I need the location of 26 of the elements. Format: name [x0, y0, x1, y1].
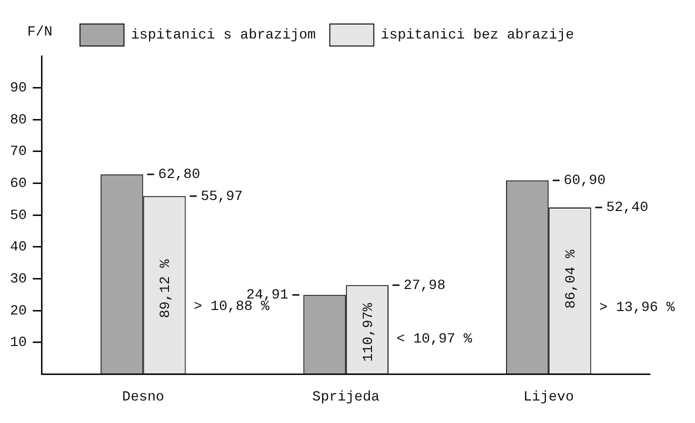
data-label: 27,98 [403, 278, 446, 294]
y-tick-label: 50 [10, 208, 27, 224]
y-tick-label: 20 [10, 303, 27, 320]
y-tick-label: 70 [10, 144, 27, 160]
y-axis-title: F/N [27, 24, 52, 41]
y-tick-label: 10 [10, 335, 27, 352]
y-tick-label: 40 [10, 240, 27, 256]
data-label: 62,80 [158, 167, 200, 184]
x-tick-label: Desno [122, 389, 164, 406]
y-tick-label: 30 [10, 271, 27, 288]
data-label: 60,90 [564, 173, 606, 190]
x-tick-label: Sprijeda [312, 389, 380, 406]
y-tick-label: 80 [10, 112, 27, 128]
legend-label: ispitanici s abrazijom [130, 28, 316, 44]
data-label: 52,40 [606, 200, 648, 216]
x-tick-label: Lijevo [523, 389, 574, 406]
y-tick-label: 90 [10, 80, 27, 97]
legend-label: ispitanici bez abrazije [380, 28, 574, 44]
annotation: > 10,88 % [194, 299, 270, 316]
annotation: 110,97% [360, 302, 377, 362]
annotation: < 10,97 % [396, 331, 473, 348]
annotation: 89,12 % [158, 258, 174, 318]
y-tick-label: 60 [10, 176, 27, 192]
annotation: 86,04 % [564, 249, 580, 309]
annotation: > 13,96 % [599, 300, 676, 316]
data-label: 55,97 [200, 188, 243, 205]
